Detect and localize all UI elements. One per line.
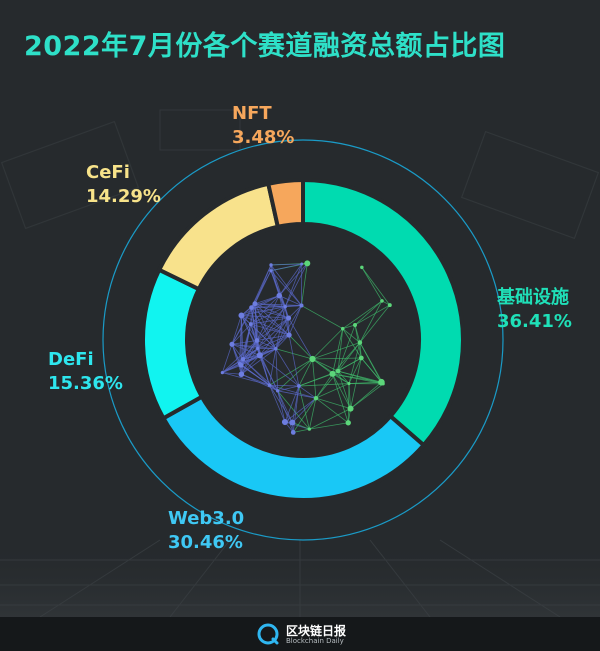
network-node — [283, 304, 287, 309]
faint-keyboard-shapes — [0, 109, 600, 240]
donut-slices — [141, 177, 465, 502]
network-node — [387, 303, 392, 308]
network-node — [276, 292, 283, 299]
footer-bar: 区块链日报 Blockchain Daily — [0, 617, 600, 651]
network-node — [269, 263, 273, 267]
network-node — [353, 322, 358, 327]
network-node — [380, 299, 384, 303]
network-node — [254, 338, 260, 343]
network-node — [329, 370, 336, 377]
slice-value-label: 36.41% — [497, 311, 572, 332]
network-node — [289, 419, 296, 426]
network-node — [358, 355, 364, 361]
network-node — [256, 346, 260, 350]
slice-label: Web3.0 — [168, 508, 244, 529]
network-node — [281, 418, 289, 426]
network-node — [309, 355, 316, 363]
network-node — [220, 370, 224, 375]
network-node — [335, 368, 341, 374]
network-node — [340, 326, 345, 331]
network-node — [274, 346, 278, 351]
network-node — [304, 260, 311, 267]
blockchain-daily-logo-icon — [257, 623, 279, 645]
network-node — [313, 395, 319, 401]
slice-value-label: 30.46% — [168, 532, 243, 553]
slice-value-label: 14.29% — [86, 186, 161, 207]
network-node — [256, 352, 263, 359]
network-node — [300, 262, 304, 266]
chart-title: 2022年7月份各个赛道融资总额占比图 — [24, 31, 506, 62]
network-node — [249, 305, 254, 310]
network-node — [248, 322, 253, 327]
network-node — [381, 382, 385, 386]
donut-chart: 基础设施 36.41% Web3.0 30.46% DeFi 15.36% CeFi 14.2… — [48, 103, 572, 553]
network-node — [252, 301, 258, 307]
donut-slice — [301, 177, 465, 448]
network-node — [347, 382, 351, 386]
slice-label: CeFi — [86, 162, 130, 183]
network-node — [360, 265, 364, 270]
slice-value-label: 3.48% — [232, 127, 294, 148]
outer-orbit-ring — [102, 139, 504, 541]
network-node — [297, 384, 301, 388]
network-node — [269, 269, 273, 273]
network-globe-illustration — [220, 260, 392, 435]
network-node — [347, 405, 354, 412]
donut-slice — [141, 267, 205, 421]
network-node — [229, 341, 235, 347]
donut-slice — [265, 177, 305, 230]
donut-slice — [156, 181, 281, 292]
network-lines — [221, 262, 391, 433]
network-node — [286, 315, 292, 321]
network-node — [238, 362, 244, 368]
network-node — [240, 357, 246, 362]
network-node — [345, 420, 351, 426]
footer-brand-en: Blockchain Daily — [286, 637, 344, 645]
donut-slice — [160, 393, 427, 502]
slice-value-label: 15.36% — [48, 373, 123, 394]
network-node — [290, 430, 296, 435]
network-node — [307, 427, 312, 431]
network-node — [357, 340, 363, 345]
footer-brand: 区块链日报 — [286, 624, 347, 638]
network-node — [238, 371, 245, 378]
slice-label: NFT — [232, 103, 272, 124]
slice-labels: 基础设施 36.41% Web3.0 30.46% DeFi 15.36% CeFi 14.2… — [48, 103, 572, 553]
network-node — [299, 303, 304, 308]
slice-label: 基础设施 — [496, 286, 569, 308]
network-node — [238, 312, 245, 319]
network-node — [267, 383, 272, 387]
network-node — [275, 389, 280, 393]
slice-label: DeFi — [48, 349, 94, 370]
network-node — [286, 332, 292, 338]
